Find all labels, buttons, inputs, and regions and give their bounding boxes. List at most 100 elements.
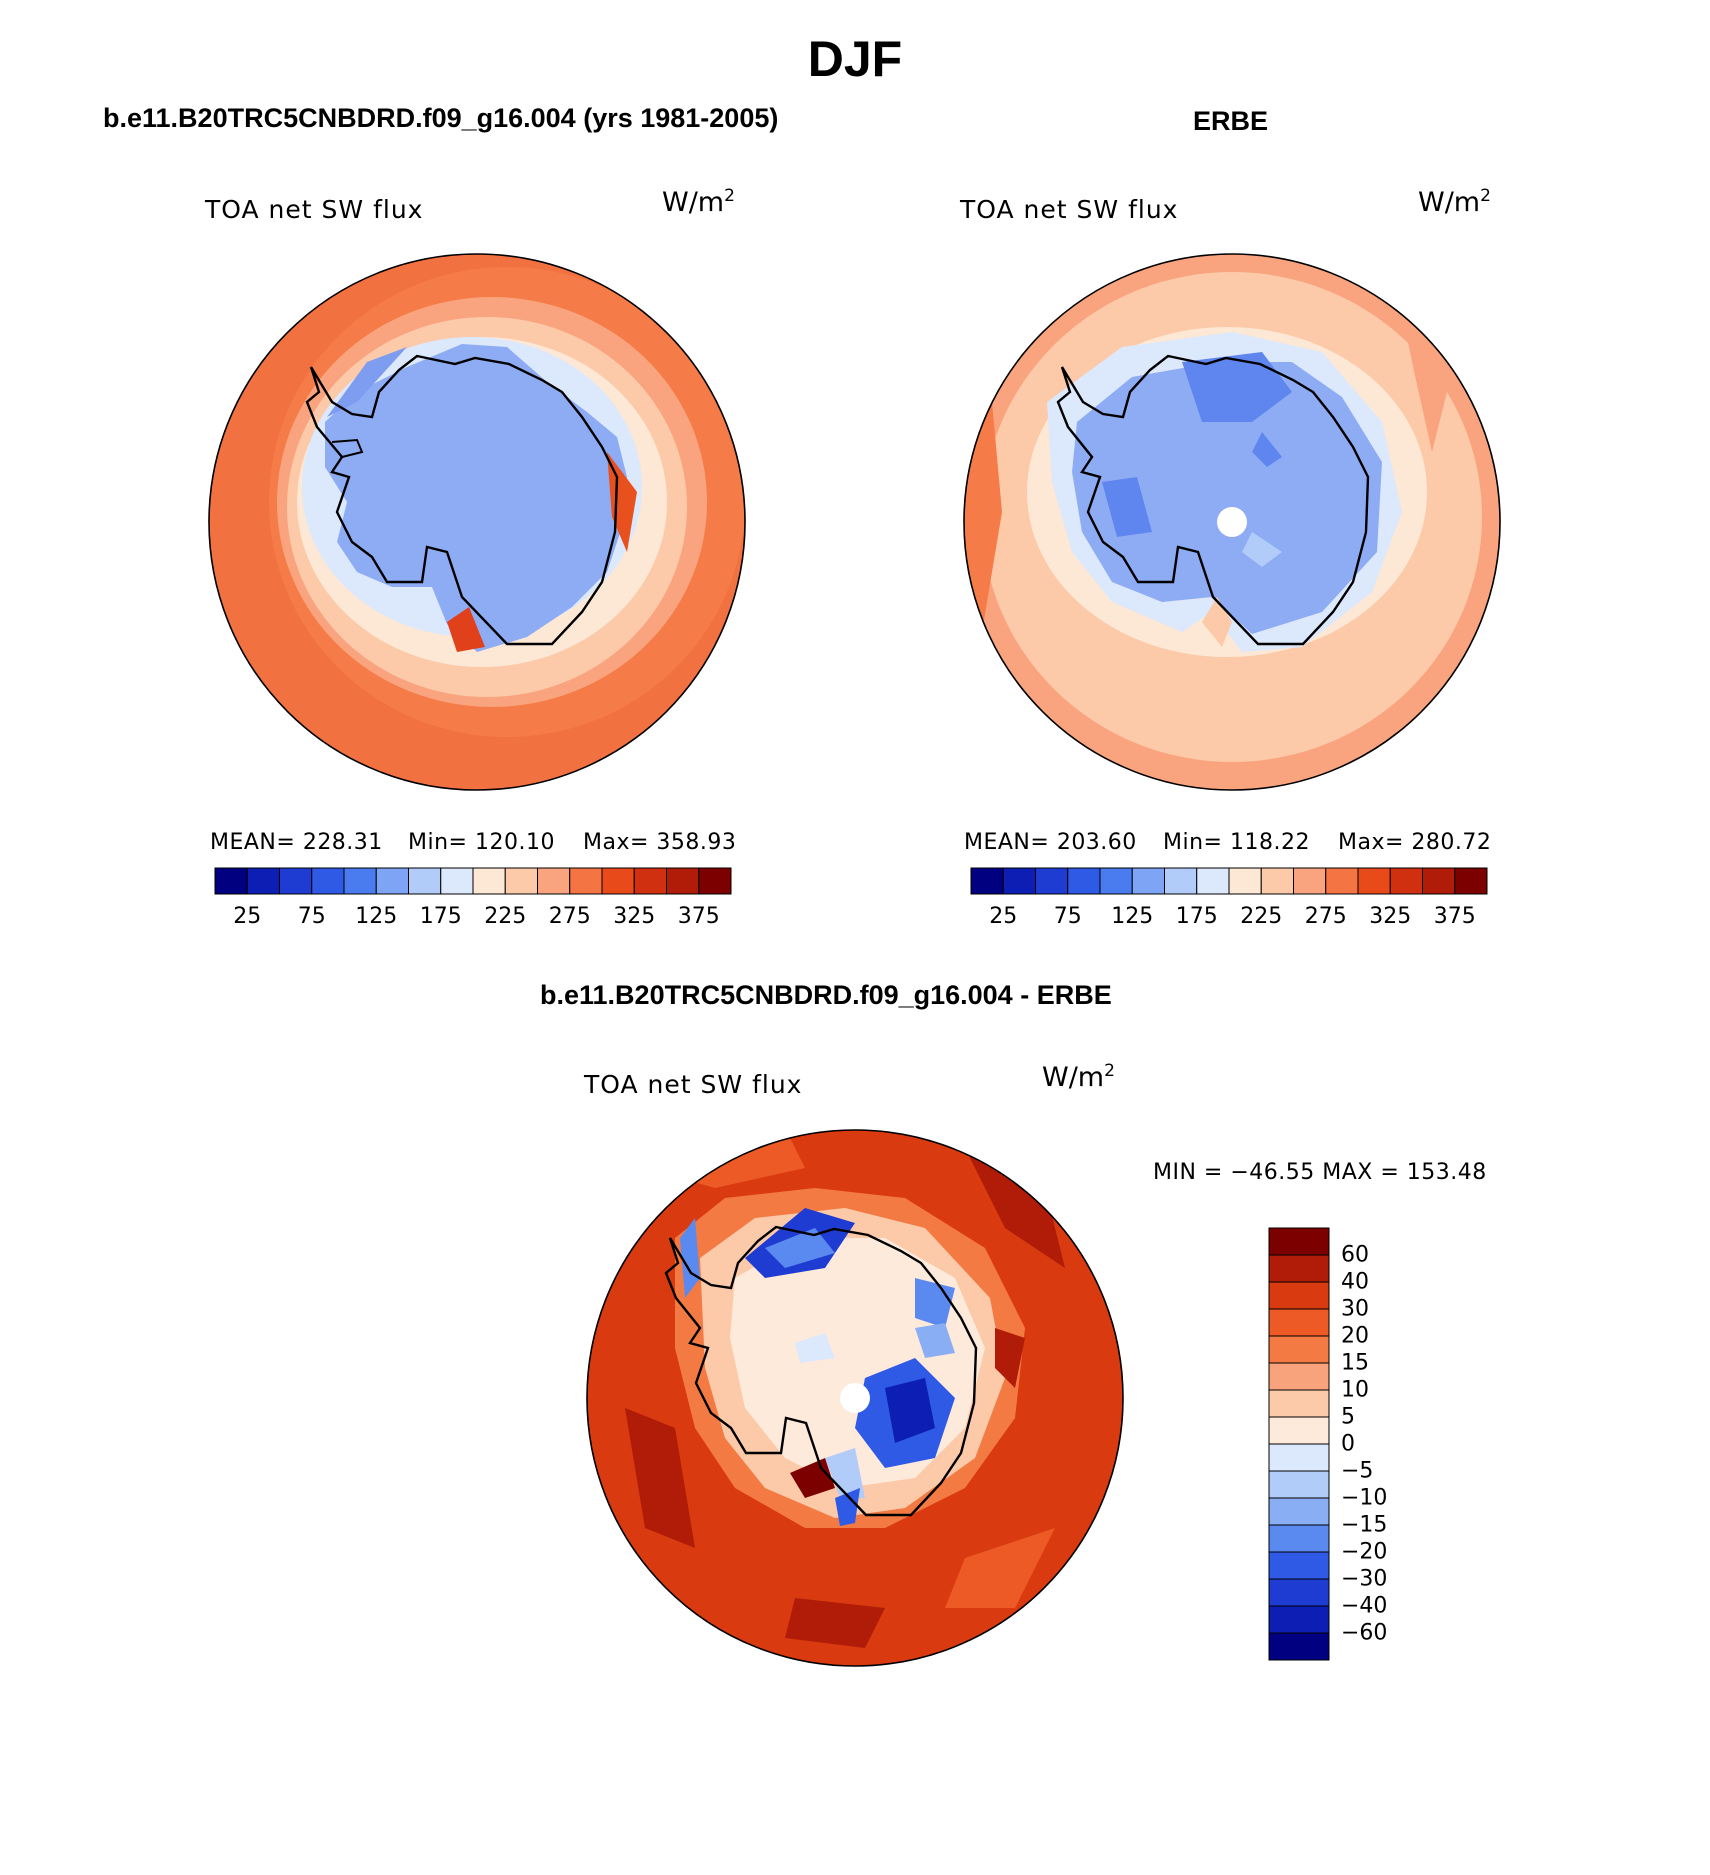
- colorbar-tick-label: −15: [1341, 1512, 1388, 1538]
- colorbar-swatch: [1268, 1551, 1330, 1580]
- colorbar-tick-label: 175: [419, 904, 462, 929]
- polar-map-diff: [586, 1129, 1124, 1667]
- colorbar-swatch: [1268, 1524, 1330, 1553]
- colorbar-swatch: [1454, 867, 1488, 895]
- colorbar-swatch: [1067, 867, 1101, 895]
- colorbar-tick-label: 10: [1341, 1377, 1369, 1403]
- panel-variable-label: TOA net SW flux: [584, 1070, 803, 1099]
- polar-map-obs: [963, 253, 1501, 791]
- colorbar-tick-label: −20: [1341, 1539, 1388, 1565]
- colorbar-swatch: [1099, 867, 1133, 895]
- colorbar-tick-label: 75: [297, 904, 326, 929]
- colorbar-swatch: [1131, 867, 1165, 895]
- colorbar-tick-label: 15: [1341, 1350, 1369, 1376]
- colorbar-swatch: [1268, 1497, 1330, 1526]
- colorbar-swatch: [311, 867, 345, 895]
- colorbar-swatch: [537, 867, 571, 895]
- colorbar-swatch: [666, 867, 700, 895]
- colorbar-swatch: [1389, 867, 1423, 895]
- colorbar-tick-label: 25: [989, 904, 1018, 929]
- colorbar-tick-label: 275: [548, 904, 591, 929]
- colorbar-tick-label: 125: [355, 904, 398, 929]
- colorbar-swatch: [1268, 1632, 1330, 1661]
- panel-units: W/m2: [1042, 1061, 1115, 1093]
- colorbar-obs: [970, 867, 1488, 895]
- colorbar-swatch: [1268, 1605, 1330, 1634]
- colorbar-model: [214, 867, 732, 895]
- figure-title: DJF: [807, 31, 903, 87]
- stats-min-max: MIN = −46.55 MAX = 153.48: [1153, 1160, 1487, 1185]
- panel-units: W/m2: [662, 186, 735, 218]
- colorbar-swatch: [1268, 1443, 1330, 1472]
- colorbar-swatch: [440, 867, 474, 895]
- colorbar-swatch: [1164, 867, 1198, 895]
- panel-units: W/m2: [1418, 186, 1491, 218]
- colorbar-tick-label: 75: [1053, 904, 1082, 929]
- polar-map-model: [208, 253, 746, 791]
- colorbar-tick-label: 375: [1433, 904, 1476, 929]
- stats-min: Min= 118.22: [1163, 830, 1310, 855]
- colorbar-swatch: [1268, 1578, 1330, 1607]
- panel-variable-label: TOA net SW flux: [960, 195, 1179, 224]
- coastline: [305, 354, 619, 646]
- colorbar-swatch: [1268, 1362, 1330, 1391]
- colorbar-swatch: [1268, 1389, 1330, 1418]
- colorbar-tick-label: 0: [1341, 1431, 1355, 1457]
- colorbar-tick-label: 30: [1341, 1296, 1369, 1322]
- stats-mean: MEAN= 228.31: [210, 830, 383, 855]
- colorbar-swatch: [970, 867, 1004, 895]
- colorbar-tick-label: 325: [1369, 904, 1412, 929]
- colorbar-swatch: [1035, 867, 1069, 895]
- colorbar-swatch: [1268, 1254, 1330, 1283]
- colorbar-swatch: [408, 867, 442, 895]
- colorbar-tick-label: 175: [1175, 904, 1218, 929]
- colorbar-swatch: [1002, 867, 1036, 895]
- colorbar-swatch: [1268, 1335, 1330, 1364]
- colorbar-swatch: [1268, 1281, 1330, 1310]
- colorbar-tick-label: −60: [1341, 1620, 1388, 1646]
- colorbar-swatch: [569, 867, 603, 895]
- colorbar-swatch: [1268, 1308, 1330, 1337]
- colorbar-swatch: [1293, 867, 1327, 895]
- colorbar-swatch: [698, 867, 732, 895]
- colorbar-swatch: [504, 867, 538, 895]
- colorbar-swatch: [1268, 1416, 1330, 1445]
- coastline: [664, 1225, 978, 1517]
- colorbar-swatch: [343, 867, 377, 895]
- coastline: [1056, 354, 1370, 646]
- colorbar-tick-label: 225: [484, 904, 527, 929]
- colorbar-swatch: [279, 867, 313, 895]
- antarctica-field: [1072, 362, 1382, 634]
- pole-missing-data: [840, 1383, 870, 1413]
- colorbar-swatch: [472, 867, 506, 895]
- colorbar-swatch: [1422, 867, 1456, 895]
- colorbar-tick-label: 325: [613, 904, 656, 929]
- colorbar-swatch: [601, 867, 635, 895]
- colorbar-tick-label: 20: [1341, 1323, 1369, 1349]
- stats-min: Min= 120.10: [408, 830, 555, 855]
- panel-title-diff: b.e11.B20TRC5CNBDRD.f09_g16.004 - ERBE: [540, 980, 1112, 1010]
- colorbar-tick-label: 225: [1240, 904, 1283, 929]
- colorbar-swatch: [375, 867, 409, 895]
- colorbar-swatch: [246, 867, 280, 895]
- colorbar-tick-label: −30: [1341, 1566, 1388, 1592]
- panel-title-model: b.e11.B20TRC5CNBDRD.f09_g16.004 (yrs 198…: [103, 103, 779, 133]
- colorbar-tick-label: 40: [1341, 1269, 1369, 1295]
- colorbar-tick-label: 5: [1341, 1404, 1355, 1430]
- colorbar-swatch: [633, 867, 667, 895]
- colorbar-tick-label: 125: [1111, 904, 1154, 929]
- colorbar-tick-label: −5: [1341, 1458, 1374, 1484]
- colorbar-swatch: [214, 867, 248, 895]
- map-border: [208, 253, 746, 791]
- pole-missing-data: [1217, 507, 1247, 537]
- stats-max: Max= 358.93: [583, 830, 737, 855]
- colorbar-tick-label: 375: [677, 904, 720, 929]
- colorbar-tick-label: −40: [1341, 1593, 1388, 1619]
- colorbar-tick-label: 25: [233, 904, 262, 929]
- colorbar-swatch: [1325, 867, 1359, 895]
- colorbar-tick-label: −10: [1341, 1485, 1388, 1511]
- colorbar-tick-label: 275: [1304, 904, 1347, 929]
- map-border: [963, 253, 1501, 791]
- colorbar-swatch: [1357, 867, 1391, 895]
- panel-title-obs: ERBE: [1193, 106, 1269, 136]
